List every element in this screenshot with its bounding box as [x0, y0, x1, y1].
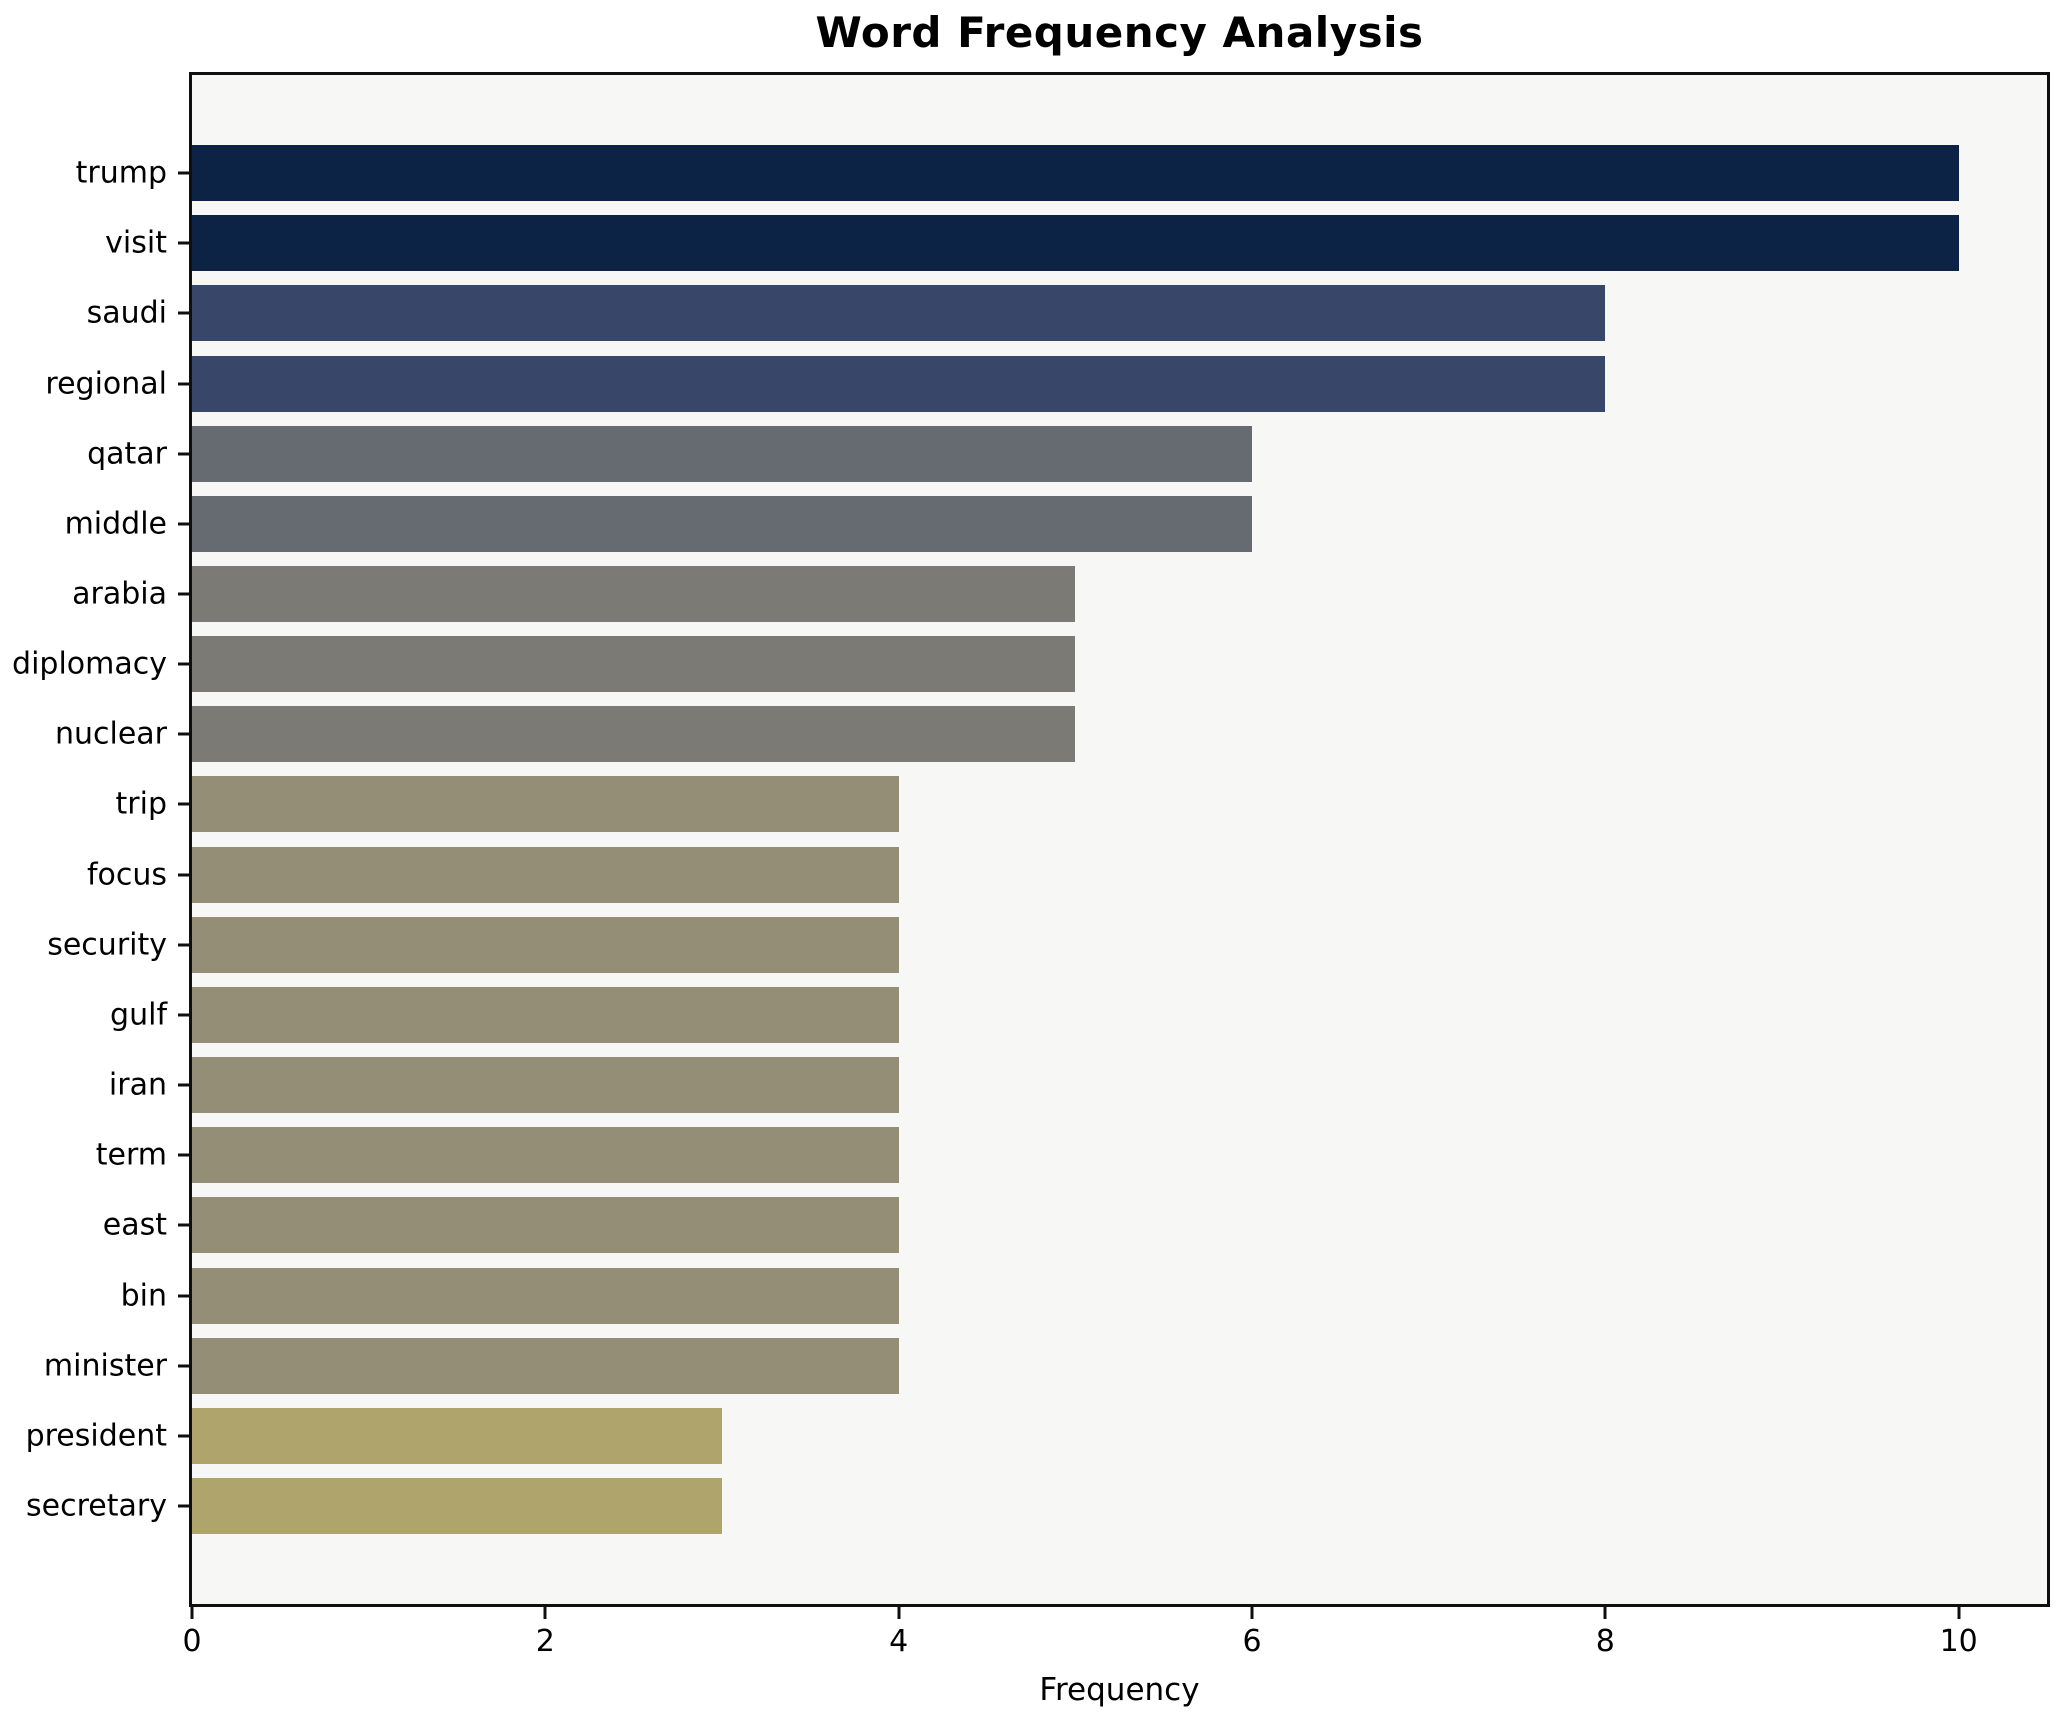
- frequency-bar: [192, 355, 1606, 412]
- y-axis-category-label: security: [47, 927, 167, 963]
- y-axis-category-label: saudi: [86, 295, 167, 331]
- frequency-bar: [192, 1267, 899, 1324]
- y-tick-mark: [178, 1153, 189, 1157]
- frequency-bar: [192, 1127, 899, 1184]
- y-tick-mark: [178, 1504, 189, 1508]
- y-tick-mark: [178, 171, 189, 175]
- bar-row: qatar: [87, 419, 2047, 489]
- y-axis-category-label: diplomacy: [12, 646, 167, 682]
- frequency-bar: [192, 495, 1252, 552]
- x-tick-label: 0: [182, 1624, 202, 1659]
- y-tick-mark: [178, 382, 189, 386]
- y-tick-mark: [178, 873, 189, 877]
- frequency-bar: [192, 846, 899, 903]
- y-axis-category-label: iran: [108, 1067, 167, 1103]
- y-tick-mark: [178, 522, 189, 526]
- y-axis-category-label: term: [95, 1137, 167, 1173]
- x-tick-mark: [1250, 1607, 1254, 1619]
- x-tick-label: 8: [1595, 1624, 1615, 1659]
- y-axis-category-label: arabia: [72, 576, 167, 612]
- bar-row: regional: [45, 348, 2047, 418]
- frequency-bar: [192, 1337, 899, 1394]
- bar-row: diplomacy: [12, 629, 2047, 699]
- frequency-bar: [192, 215, 1959, 272]
- bar-row: visit: [105, 208, 2047, 278]
- y-axis-category-label: secretary: [26, 1488, 167, 1524]
- bar-row: secretary: [26, 1471, 2047, 1541]
- bar-row: term: [96, 1120, 2047, 1190]
- x-tick-mark: [543, 1607, 547, 1619]
- y-tick-mark: [178, 802, 189, 806]
- y-tick-mark: [178, 1294, 189, 1298]
- x-tick-mark: [190, 1607, 194, 1619]
- frequency-bar: [192, 776, 899, 833]
- y-axis-category-label: east: [102, 1207, 167, 1243]
- y-axis-category-label: president: [25, 1418, 167, 1454]
- frequency-bar: [192, 986, 899, 1043]
- frequency-bar: [192, 1057, 899, 1114]
- plot-area: trump visit saudi regional qatar middle arabia…: [12, 72, 2050, 1659]
- frequency-bar: [192, 916, 899, 973]
- y-axis-category-label: regional: [45, 366, 167, 402]
- x-tick-label: 6: [1242, 1624, 1262, 1659]
- y-tick-mark: [178, 592, 189, 596]
- y-tick-mark: [178, 1434, 189, 1438]
- bar-row: trip: [116, 769, 2047, 839]
- frequency-bar: [192, 1197, 899, 1254]
- chart-title: Word Frequency Analysis: [815, 8, 1424, 57]
- y-tick-mark: [178, 1083, 189, 1087]
- y-axis-category-label: gulf: [110, 997, 167, 1033]
- x-tick-label: 4: [889, 1624, 909, 1659]
- bar-row: president: [26, 1401, 2047, 1471]
- y-axis-category-label: trip: [115, 786, 167, 822]
- y-tick-mark: [178, 1223, 189, 1227]
- bar-row: iran: [109, 1050, 2047, 1120]
- frequency-bar: [192, 706, 1076, 763]
- y-axis-category-label: visit: [105, 225, 167, 261]
- y-tick-mark: [178, 1013, 189, 1017]
- bar-row: bin: [121, 1261, 2047, 1331]
- y-axis-category-label: focus: [86, 857, 167, 893]
- bar-row: middle: [65, 489, 2047, 559]
- bar-rows-container: trump visit saudi regional qatar middle arabia…: [12, 75, 2047, 1604]
- bar-row: east: [103, 1190, 2047, 1260]
- bar-row: saudi: [87, 278, 2047, 348]
- y-tick-mark: [178, 452, 189, 456]
- y-tick-mark: [178, 1364, 189, 1368]
- x-tick-mark: [897, 1607, 901, 1619]
- x-tick-mark: [1603, 1607, 1607, 1619]
- y-axis-category-label: trump: [75, 155, 167, 191]
- y-tick-mark: [178, 311, 189, 315]
- bar-row: minister: [44, 1331, 2047, 1401]
- y-axis-category-label: nuclear: [54, 716, 167, 752]
- x-tick-label: 10: [1939, 1624, 1978, 1659]
- x-tick-label: 2: [535, 1624, 555, 1659]
- y-tick-mark: [178, 943, 189, 947]
- y-axis-category-label: minister: [43, 1348, 167, 1384]
- bar-row: arabia: [72, 559, 2047, 629]
- bar-row: trump: [76, 138, 2047, 208]
- frequency-bar: [192, 1407, 722, 1464]
- frequency-bar: [192, 425, 1252, 482]
- bar-row: security: [47, 910, 2047, 980]
- x-axis-label: Frequency: [1039, 1672, 1200, 1708]
- frequency-bar: [192, 145, 1959, 202]
- bar-row: nuclear: [55, 699, 2047, 769]
- frequency-bar: [192, 636, 1076, 693]
- x-tick-mark: [1957, 1607, 1961, 1619]
- y-axis-category-label: bin: [120, 1278, 167, 1314]
- frequency-bar: [192, 1478, 722, 1535]
- y-axis-category-label: middle: [64, 506, 167, 542]
- y-tick-mark: [178, 732, 189, 736]
- frequency-bar: [192, 566, 1076, 623]
- bar-row: gulf: [110, 980, 2047, 1050]
- frequency-bar: [192, 285, 1606, 342]
- y-tick-mark: [178, 241, 189, 245]
- y-tick-mark: [178, 662, 189, 666]
- bar-row: focus: [87, 840, 2047, 910]
- y-axis-category-label: qatar: [87, 436, 167, 472]
